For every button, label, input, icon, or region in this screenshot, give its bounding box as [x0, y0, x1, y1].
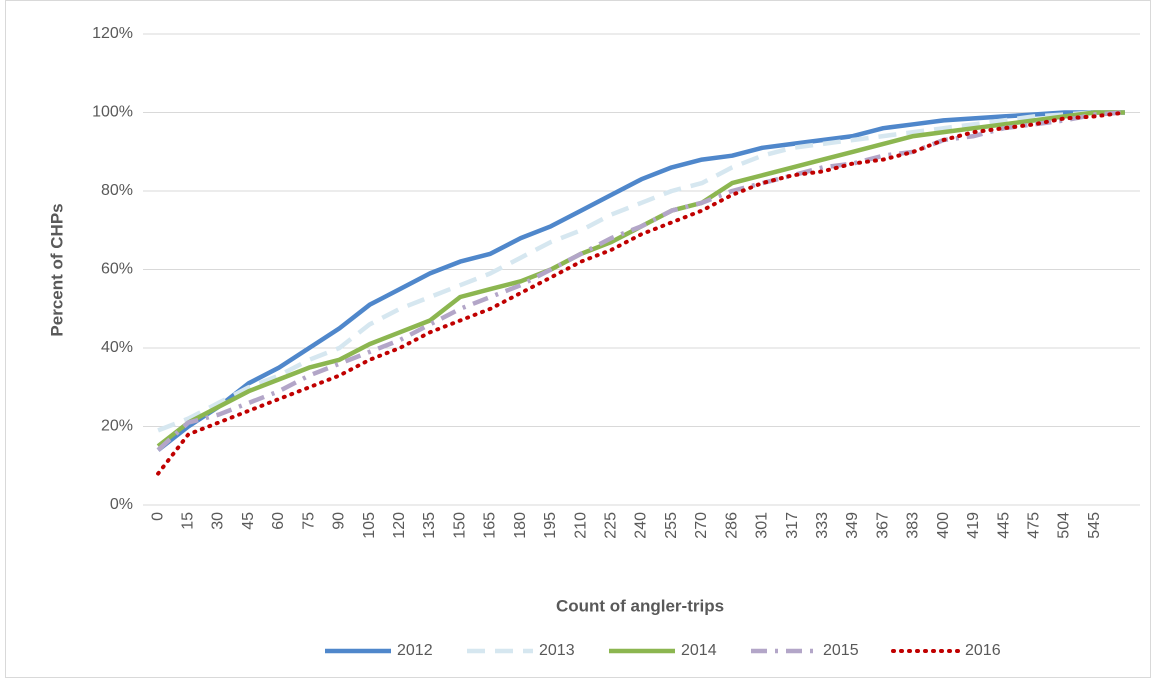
x-tick-label: 545: [1086, 512, 1103, 539]
x-tick-label: 225: [603, 512, 620, 539]
x-tick-label: 60: [270, 512, 287, 530]
x-tick-label: 105: [361, 512, 378, 539]
x-tick-label: 30: [210, 512, 227, 530]
chart-frame: [5, 0, 1151, 678]
x-tick-label: 333: [814, 512, 831, 539]
y-axis-label: Percent of CHPs: [47, 203, 66, 336]
y-tick-label: 20%: [101, 418, 133, 435]
y-tick-label: 60%: [101, 261, 133, 278]
x-tick-label: 240: [633, 512, 650, 539]
series-line: [157, 110, 1125, 433]
legend-label: 2014: [681, 642, 717, 659]
x-tick-label: 317: [784, 512, 801, 539]
x-tick-label: 90: [331, 512, 348, 530]
x-axis-label: Count of angler-trips: [556, 596, 724, 615]
x-tick-label: 135: [421, 512, 438, 539]
x-tick-label: 367: [874, 512, 891, 539]
x-tick-label: 286: [723, 512, 740, 539]
x-tick-label: 195: [542, 512, 559, 539]
x-tick-label: 180: [512, 512, 529, 539]
x-tick-label: 165: [482, 512, 499, 539]
series-line: [156, 110, 1127, 476]
legend-label: 2012: [397, 642, 433, 659]
x-tick-label: 255: [663, 512, 680, 539]
x-tick-label: 445: [995, 512, 1012, 539]
y-tick-label: 120%: [92, 25, 133, 42]
x-tick-label: 504: [1056, 512, 1073, 539]
legend-label: 2013: [539, 642, 575, 659]
y-tick-label: 100%: [92, 104, 133, 121]
x-tick-label: 75: [300, 512, 317, 530]
legend-label: 2016: [965, 642, 1001, 659]
x-tick-label: 419: [965, 512, 982, 539]
x-tick-label: 301: [754, 512, 771, 539]
series-line: [156, 110, 1125, 452]
legend-label: 2015: [823, 642, 859, 659]
y-tick-label: 80%: [101, 182, 133, 199]
x-tick-label: 120: [391, 512, 408, 539]
x-tick-label: 210: [572, 512, 589, 539]
x-tick-label: 349: [844, 512, 861, 539]
y-tick-label: 40%: [101, 339, 133, 356]
x-tick-label: 270: [693, 512, 710, 539]
x-tick-label: 475: [1025, 512, 1042, 539]
x-tick-label: 0: [149, 512, 166, 521]
x-tick-label: 15: [180, 512, 197, 530]
x-tick-label: 150: [451, 512, 468, 539]
x-tick-label: 400: [935, 512, 952, 539]
x-tick-label: 45: [240, 512, 257, 530]
series-line: [156, 110, 1126, 452]
x-tick-label: 383: [905, 512, 922, 539]
y-tick-label: 0%: [110, 496, 133, 513]
